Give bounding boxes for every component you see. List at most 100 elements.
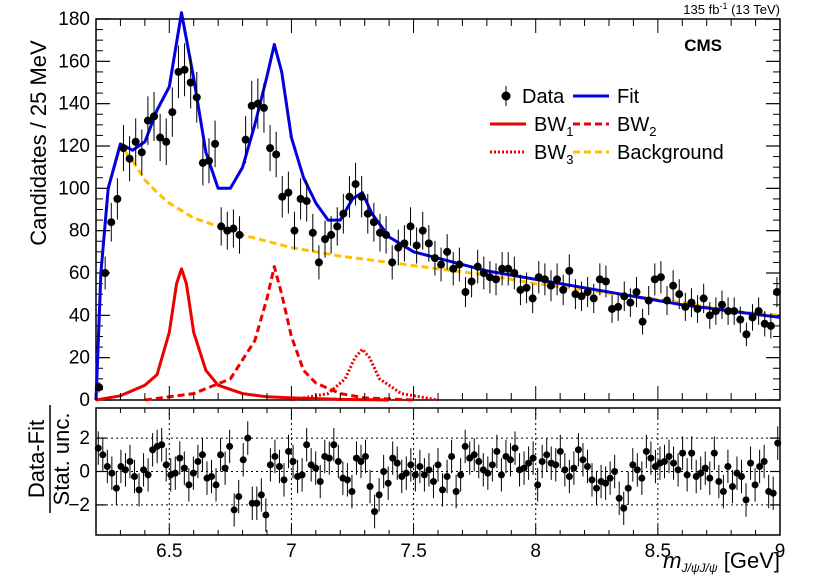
- top-y-tick-label: 140: [58, 94, 90, 115]
- legend-label-subscript: 1: [566, 124, 573, 139]
- data-point: [681, 302, 690, 311]
- data-point: [302, 197, 311, 206]
- legend-label: BW2: [617, 114, 656, 139]
- pull-point: [452, 488, 460, 496]
- data-point: [742, 330, 751, 339]
- pull-point: [638, 474, 646, 482]
- pull-point: [334, 457, 342, 465]
- curve-bw1: [95, 267, 390, 402]
- data-point: [638, 317, 647, 326]
- top-y-axis-title: Candidates / 25 MeV: [26, 40, 51, 246]
- luminosity-label: 135 fb-1 (13 TeV): [683, 1, 780, 17]
- pull-point: [629, 461, 637, 469]
- pull-point: [706, 474, 714, 482]
- data-point: [345, 192, 354, 201]
- data-point: [107, 218, 116, 227]
- data-point: [748, 313, 757, 322]
- pull-point: [348, 488, 356, 496]
- pull-point: [697, 469, 705, 477]
- pull-point: [769, 489, 777, 497]
- pull-point: [235, 493, 243, 501]
- pull-point: [579, 456, 587, 464]
- data-point: [400, 239, 409, 248]
- pull-point: [583, 462, 591, 470]
- data-point: [119, 144, 128, 153]
- data-point: [394, 243, 403, 252]
- top-y-tick-label: 0: [79, 390, 90, 411]
- top-y-tick-label: 60: [69, 263, 90, 284]
- data-point: [211, 139, 220, 148]
- data-point: [418, 226, 427, 235]
- data-point: [473, 262, 482, 271]
- data-point: [443, 247, 452, 256]
- pull-point: [411, 471, 419, 479]
- legend-marker-point: [501, 91, 511, 101]
- pull-point: [189, 469, 197, 477]
- pull-point: [140, 466, 148, 474]
- top-y-tick-label: 40: [69, 305, 90, 326]
- data-point: [437, 260, 446, 269]
- pull-point: [475, 457, 483, 465]
- pull-point: [457, 471, 465, 479]
- legend-label: Background: [617, 142, 724, 164]
- data-point: [363, 209, 372, 218]
- pull-point: [257, 491, 265, 499]
- top-curves: [94, 11, 781, 402]
- data-point: [455, 260, 464, 269]
- pull-point: [511, 444, 519, 452]
- data-point: [699, 294, 708, 303]
- pull-point: [570, 464, 578, 472]
- pull-point: [520, 464, 528, 472]
- data-point: [296, 194, 305, 203]
- pull-point: [674, 466, 682, 474]
- pull-point: [760, 457, 768, 465]
- data-point: [632, 288, 641, 297]
- data-point: [693, 304, 702, 313]
- pull-point: [108, 469, 116, 477]
- legend-label: Data: [522, 86, 565, 108]
- pull-point: [262, 511, 270, 519]
- legend-label-text: Background: [617, 142, 724, 164]
- data-point: [595, 275, 604, 284]
- pull-point: [561, 466, 569, 474]
- pull-point: [688, 449, 696, 457]
- data-point: [577, 292, 586, 301]
- bottom-panel: −2 0 2: [68, 407, 782, 536]
- data-point: [253, 99, 262, 108]
- pull-point: [280, 476, 288, 484]
- pull-point: [230, 506, 238, 514]
- pull-point: [774, 439, 782, 447]
- x-tick-label: 9: [775, 541, 786, 562]
- pull-point: [701, 464, 709, 472]
- pull-point: [493, 447, 501, 455]
- data-point: [278, 192, 287, 201]
- pull-point: [724, 462, 732, 470]
- data-point: [192, 93, 201, 102]
- data-point: [583, 288, 592, 297]
- pull-point: [144, 471, 152, 479]
- pull-point: [728, 483, 736, 491]
- pull-point: [384, 479, 392, 487]
- data-point: [204, 156, 213, 165]
- pull-point: [665, 452, 673, 460]
- pull-point: [737, 473, 745, 481]
- pull-point: [647, 454, 655, 462]
- data-point: [290, 226, 299, 235]
- pull-point: [611, 468, 619, 475]
- pull-point: [534, 481, 542, 489]
- pull-point: [362, 452, 370, 460]
- bottom-y-tick-label: 0: [79, 462, 90, 483]
- data-point: [528, 294, 537, 303]
- pull-point: [325, 454, 333, 462]
- top-y-tick-label: 20: [69, 348, 90, 369]
- pull-point: [112, 484, 120, 492]
- data-point: [174, 67, 183, 76]
- pull-point: [420, 471, 428, 479]
- pull-point: [538, 457, 546, 465]
- data-point: [186, 78, 195, 87]
- legend-label: BW3: [534, 142, 573, 167]
- bottom-y-ticks: −2 0 2: [68, 428, 780, 516]
- x-tick-label: 7.5: [400, 541, 426, 562]
- curve-bw3: [291, 347, 439, 402]
